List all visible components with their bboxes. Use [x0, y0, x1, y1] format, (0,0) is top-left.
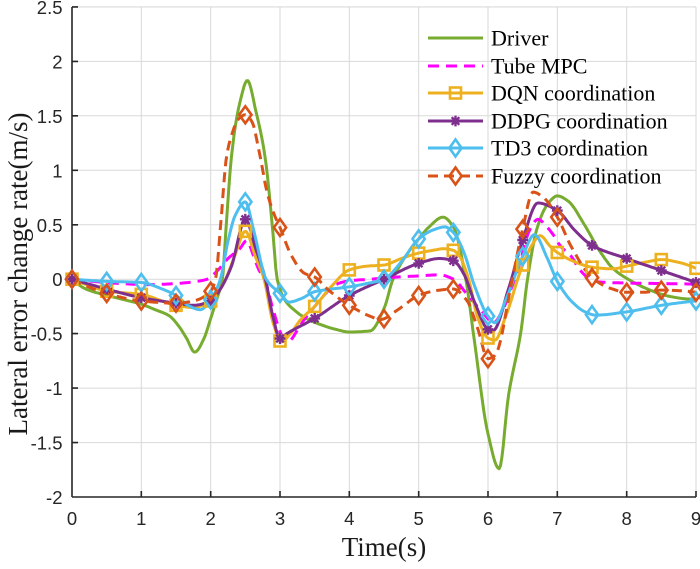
svg-text:2: 2 [52, 51, 62, 72]
svg-text:Fuzzy coordination: Fuzzy coordination [491, 164, 661, 189]
svg-text:-1: -1 [46, 378, 62, 399]
svg-text:3: 3 [275, 508, 285, 529]
svg-text:0: 0 [67, 508, 77, 529]
svg-text:TD3 coordination: TD3 coordination [491, 136, 648, 161]
svg-text:Tube MPC: Tube MPC [491, 54, 587, 79]
svg-text:Lateral error change rate(m/s): Lateral error change rate(m/s) [3, 112, 33, 435]
svg-text:1.5: 1.5 [37, 106, 63, 127]
svg-text:9: 9 [691, 508, 700, 529]
svg-text:2.5: 2.5 [37, 0, 63, 18]
svg-text:0.5: 0.5 [37, 215, 63, 236]
svg-text:4: 4 [344, 508, 354, 529]
svg-text:Time(s): Time(s) [342, 532, 427, 562]
svg-text:-2: -2 [46, 487, 62, 508]
svg-text:Driver: Driver [491, 26, 549, 51]
svg-text:1: 1 [52, 160, 62, 181]
svg-text:0: 0 [52, 269, 62, 290]
svg-text:7: 7 [552, 508, 562, 529]
svg-text:2: 2 [206, 508, 216, 529]
svg-text:8: 8 [622, 508, 632, 529]
svg-text:5: 5 [414, 508, 424, 529]
svg-text:6: 6 [483, 508, 493, 529]
svg-text:DQN coordination: DQN coordination [491, 81, 655, 106]
svg-text:-0.5: -0.5 [31, 324, 63, 345]
svg-text:DDPG coordination: DDPG coordination [491, 109, 668, 134]
svg-text:1: 1 [136, 508, 146, 529]
svg-text:-1.5: -1.5 [31, 433, 63, 454]
